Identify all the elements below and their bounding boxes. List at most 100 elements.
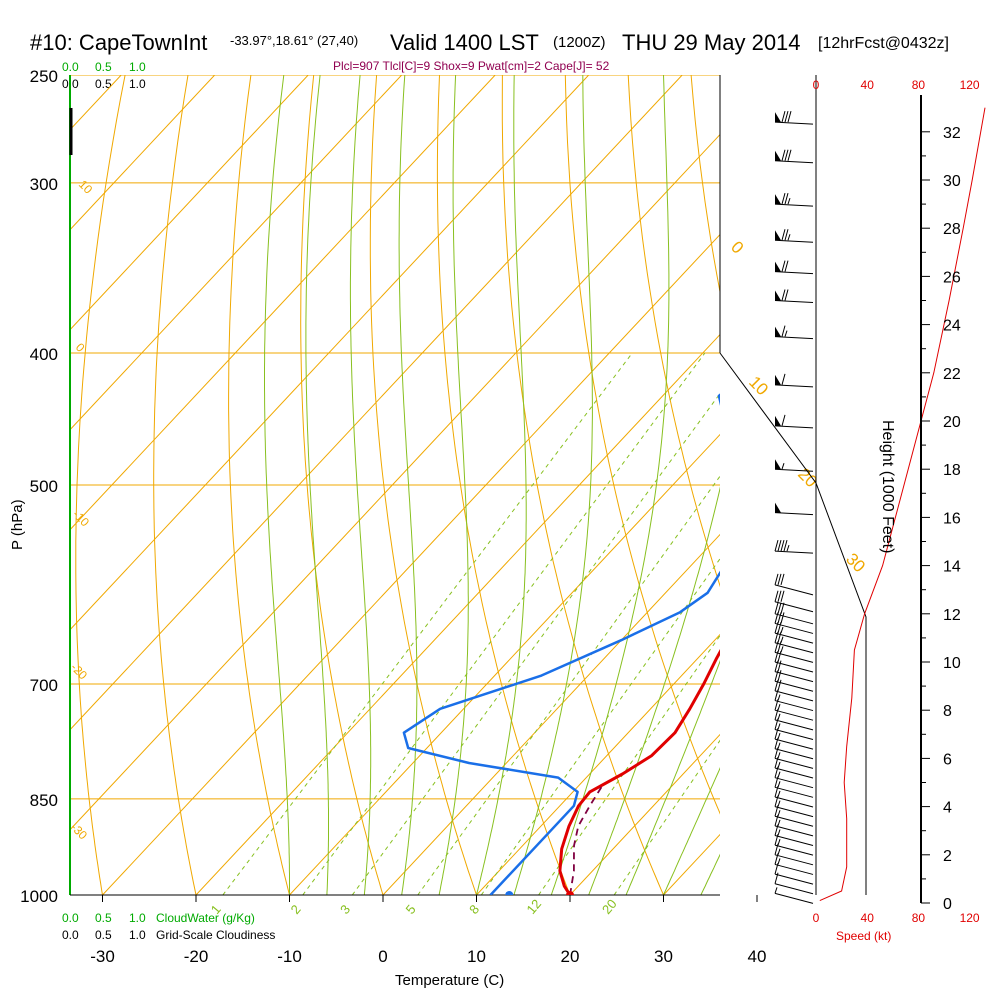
title-coords: -33.97°,18.61° (27,40) [230,33,358,48]
isotherm-line [382,533,720,895]
temperature-tick-label: 20 [561,947,580,966]
moist-adiabat [625,659,720,895]
dry-adiabat [436,75,571,895]
cloud-bottom-green-2: 1.0 [129,911,146,925]
surface-temperature-dot [566,891,574,895]
height-tick-label: 24 [943,318,961,335]
wind-barb [774,502,814,516]
wind-speed-tick-bottom: 40 [861,911,875,925]
isotherm-line [70,133,720,831]
wind-barb [774,325,814,340]
cloud-bottom-black-0: 0.0 [62,928,79,942]
temperature-tick-label: -10 [277,947,302,966]
moist-adiabat [349,75,372,895]
height-tick-label: 20 [943,414,961,431]
height-tick-label: 12 [943,607,961,624]
wind-barb [774,260,814,275]
isotherm-line [195,333,720,895]
pressure-tick-label: 250 [30,67,58,86]
sounding-profiles [402,393,720,895]
pressure-axis: 250 300 400 500 700 850 1000 [20,67,58,906]
dry-adiabat [564,75,720,815]
mixing-ratio-label: 12 [523,896,544,917]
temperature-tick-label: 0 [378,947,387,966]
isotherm-line [851,75,1000,895]
isotherm-line [0,75,28,895]
wind-barb [774,373,814,388]
dry-adiabat [300,75,384,895]
cloud-bottom-black-1: 0.5 [95,928,112,942]
moist-adiabat [305,75,329,895]
pressure-tick-label: 700 [30,676,58,695]
moist-adiabat [513,75,593,895]
wind-panel-boundary [719,352,867,895]
title-fcst: [12hrFcst@0432z] [818,35,949,52]
dry-adiabat [153,75,197,895]
moist-adiabat [550,75,670,895]
dry-adiabat [501,75,665,895]
mixing-ratio-line [222,352,633,895]
parcel-profile [569,784,604,895]
isotherm-label: -30 [68,820,90,842]
cloud-axis-bottom: 0.0 0.5 1.0 CloudWater (g/Kg) 0.0 0.5 1.… [62,911,275,942]
isotherm-label: 10 [76,177,96,197]
wind-barb [774,887,814,904]
wind-barb [774,590,814,613]
dry-adiabat [369,75,478,895]
wind-speed-axis-label: Speed (kt) [836,929,891,943]
isotherm-line [102,233,720,895]
height-tick-label: 2 [943,848,952,865]
wind-barb [774,573,814,596]
wind-speed-tick-top: 80 [912,78,926,92]
temperature-tick-label: -30 [90,947,115,966]
height-tick-label: 16 [943,510,961,527]
height-tick-label: 22 [943,366,961,383]
moist-adiabat [738,75,1000,895]
isotherm-label: 20 [794,464,821,491]
wind-barb [774,540,814,554]
mixing-ratio-line [538,634,720,895]
isotherm-label: 10 [745,372,772,399]
wind-barb [774,459,814,472]
wind-speed-tick-bottom: 80 [912,911,926,925]
indices-line: Plcl=907 Tlcl[C]=9 Shox=9 Pwat[cm]=2 Cap… [333,59,610,73]
moist-adiabat [264,75,290,895]
pressure-tick-label: 500 [30,477,58,496]
plot-frame [69,75,721,896]
height-tick-label: 8 [943,703,952,720]
wind-barb [774,111,814,125]
height-tick-label: 0 [943,896,952,913]
height-tick-label: 4 [943,800,952,817]
isotherm-line [70,75,683,731]
wind-speed-tick-top: 0 [813,78,820,92]
mixing-ratio-line [302,352,706,895]
mixing-ratio-labels: 1 2 3 5 8 12 20 [208,896,620,917]
wind-speed-tick-top: 120 [960,78,980,92]
dry-adiabat [627,75,720,588]
cloudiness-label: Grid-Scale Cloudiness [156,928,275,942]
isotherm-line [70,75,216,231]
height-tick-label: 30 [943,173,961,190]
height-tick-label: 10 [943,655,961,672]
temperature-profile [558,648,720,895]
thermo-background [0,51,1000,924]
wind-speed-tick-bottom: 120 [960,911,980,925]
pressure-tick-label: 1000 [20,887,58,906]
mixing-ratio-line [351,392,720,895]
dry-adiabat [752,51,1000,924]
moist-adiabat [398,75,418,895]
isotherm-line [70,75,403,431]
title-z: (1200Z) [553,34,606,51]
title-date: THU 29 May 2014 [622,30,801,55]
isotherm-label: -20 [68,660,90,682]
pressure-tick-label: 300 [30,175,58,194]
wind-barb [774,414,814,429]
isotherm-line [289,433,720,895]
wind-barb [774,229,814,243]
height-tick-label: 32 [943,125,961,142]
mixing-ratio-line [613,739,720,895]
isotherm-line [944,75,1000,895]
